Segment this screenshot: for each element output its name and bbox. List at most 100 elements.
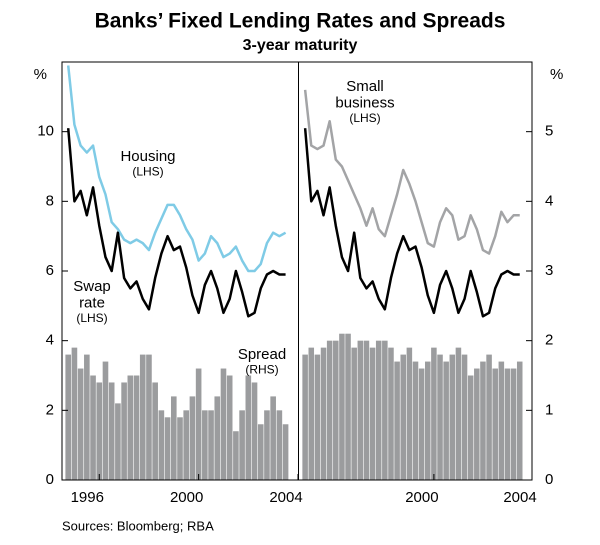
- y2-tick-label: 0: [545, 471, 553, 488]
- bar: [282, 424, 289, 480]
- bar: [412, 361, 419, 480]
- bar: [177, 417, 183, 480]
- bar: [418, 368, 425, 480]
- y-tick-label: 10: [37, 123, 54, 140]
- y2-tick-label: 5: [545, 123, 553, 140]
- line: [303, 128, 520, 318]
- bar: [133, 375, 140, 480]
- bar: [302, 354, 308, 480]
- bar: [510, 368, 517, 480]
- bar: [90, 375, 96, 480]
- bar: [382, 340, 388, 480]
- bar: [357, 340, 364, 480]
- bar: [388, 347, 394, 480]
- bar: [467, 375, 474, 480]
- y-tick-label: 0: [46, 471, 54, 488]
- bar: [152, 382, 158, 480]
- series-label: Housing: [120, 148, 175, 165]
- bar: [363, 340, 370, 480]
- bar: [486, 354, 492, 480]
- bar: [245, 375, 252, 480]
- chart-title: Banks’ Fixed Lending Rates and Spreads: [95, 10, 506, 33]
- bar: [239, 410, 245, 480]
- x-tick-label: 2000: [405, 489, 438, 506]
- bar: [257, 424, 264, 480]
- y-tick-label: 8: [46, 192, 54, 209]
- bar: [461, 354, 468, 480]
- bar: [170, 396, 177, 480]
- bar: [121, 382, 127, 480]
- line: [66, 128, 286, 318]
- x-tick-label: 2004: [503, 489, 536, 506]
- panel: [65, 65, 289, 480]
- series-label: (LHS): [76, 311, 107, 325]
- bar: [233, 431, 239, 480]
- panel: [302, 89, 523, 480]
- bar: [115, 403, 121, 480]
- bar: [375, 340, 382, 480]
- bar: [214, 396, 221, 480]
- bar: [449, 354, 456, 480]
- bar: [146, 354, 152, 480]
- bar: [276, 410, 283, 480]
- bar: [158, 410, 165, 480]
- bar: [400, 354, 407, 480]
- plot-frame: [61, 61, 533, 481]
- bar: [406, 347, 413, 480]
- series-label: rate: [79, 294, 105, 311]
- bar: [208, 410, 214, 480]
- bar: [314, 354, 321, 480]
- bar: [195, 368, 202, 480]
- bar: [202, 410, 208, 480]
- bar: [369, 347, 376, 480]
- bar: [345, 333, 351, 480]
- bar: [251, 382, 258, 480]
- bar: [65, 354, 72, 480]
- line: [66, 65, 287, 273]
- bar: [480, 361, 486, 480]
- bar: [320, 347, 327, 480]
- bar: [351, 347, 357, 480]
- bar: [504, 368, 511, 480]
- line: [303, 89, 520, 255]
- bar: [498, 361, 505, 480]
- bar: [394, 361, 400, 480]
- y2-tick-label: 1: [545, 401, 553, 418]
- y-axis-unit: %: [34, 66, 47, 83]
- bar: [326, 340, 333, 480]
- bar: [84, 354, 90, 480]
- bar: [226, 375, 233, 480]
- bar: [455, 347, 462, 480]
- bar: [189, 396, 196, 480]
- y-tick-label: 4: [46, 332, 54, 349]
- chart-subtitle: 3-year maturity: [243, 37, 358, 54]
- x-tick-label: 2000: [170, 489, 203, 506]
- bar: [77, 368, 84, 480]
- bar: [308, 347, 315, 480]
- bar: [183, 410, 190, 480]
- bar: [139, 354, 146, 480]
- bar: [108, 382, 115, 480]
- x-tick-label: 2004: [269, 489, 302, 506]
- bar: [443, 361, 449, 480]
- bar: [492, 368, 498, 480]
- y2-tick-label: 2: [545, 332, 553, 349]
- bar: [516, 361, 523, 480]
- bar: [431, 347, 437, 480]
- bar: [437, 354, 443, 480]
- bar: [424, 361, 431, 480]
- series-label: Spread: [238, 346, 286, 363]
- y2-tick-label: 4: [545, 192, 553, 209]
- bar: [220, 368, 227, 480]
- bar: [474, 368, 480, 480]
- source-note: Sources: Bloomberg; RBA: [62, 518, 214, 533]
- bar: [71, 347, 78, 480]
- bar: [339, 333, 345, 480]
- bar: [164, 417, 171, 480]
- bar: [264, 410, 270, 480]
- series-label: Swap: [73, 278, 111, 295]
- series-label: (RHS): [245, 363, 278, 377]
- bar: [127, 375, 134, 480]
- y2-tick-label: 3: [545, 262, 553, 279]
